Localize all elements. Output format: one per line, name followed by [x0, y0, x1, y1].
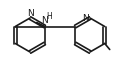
- Text: N: N: [27, 8, 33, 18]
- Text: H: H: [46, 12, 52, 21]
- Text: N: N: [82, 14, 89, 22]
- Text: N: N: [41, 16, 48, 25]
